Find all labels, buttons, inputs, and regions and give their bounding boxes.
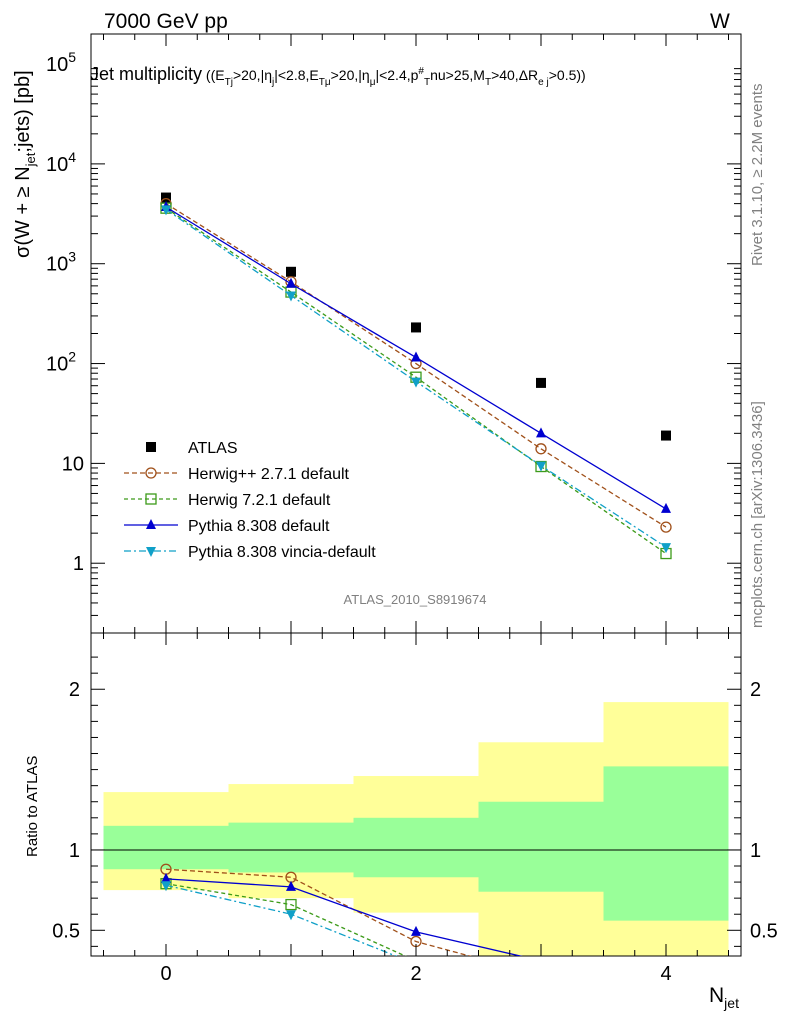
y-tick-label: 104	[46, 149, 76, 176]
data-point	[145, 493, 157, 505]
series-pythia-8-308-default	[161, 200, 671, 513]
mcplots-label: mcplots.cern.ch [arXiv:1306.3436]	[749, 401, 766, 628]
x-tick-label: 4	[660, 963, 671, 985]
data-point	[661, 502, 671, 513]
data-point	[286, 266, 296, 277]
ratio-series-pythia-8-308-default	[161, 872, 524, 956]
ratio-uncertainty-bands	[91, 702, 741, 956]
legend-label: Pythia 8.308 vincia-default	[188, 544, 376, 561]
ratio-y-tick-label: 0.5	[52, 920, 80, 942]
data-point	[145, 467, 157, 479]
data-point	[146, 547, 156, 557]
series-line	[165, 207, 667, 555]
ratio-y-tick-label-right: 2	[750, 679, 761, 701]
ratio-series-pythia-8-308-vincia-default	[161, 881, 398, 956]
legend-label: ATLAS	[188, 440, 238, 457]
series-line	[165, 203, 667, 528]
data-point	[286, 277, 296, 288]
ratio-y-tick-label: 1	[69, 840, 80, 862]
data-point	[536, 377, 546, 388]
energy-label: 7000 GeV pp	[104, 10, 228, 33]
data-point	[660, 521, 672, 533]
data-point	[286, 910, 296, 921]
x-tick-label: 0	[160, 963, 171, 985]
stat-uncertainty-band	[228, 822, 354, 873]
y-tick-label: 10	[62, 453, 84, 475]
legend-label: Herwig 7.2.1 default	[188, 492, 331, 509]
data-point	[161, 205, 171, 216]
data-point	[146, 442, 156, 452]
data-point	[411, 322, 421, 333]
ratio-line	[165, 868, 473, 956]
stat-uncertainty-band	[603, 766, 729, 921]
upper-data-series	[160, 192, 672, 560]
ratio-line	[165, 884, 398, 956]
ratio-line	[165, 883, 407, 956]
legend-entry: Herwig++ 2.7.1 default	[124, 466, 350, 483]
data-point	[535, 443, 547, 455]
lower-y-axis-label: Ratio to ATLAS	[24, 756, 41, 857]
stat-uncertainty-band	[353, 817, 479, 878]
data-point	[286, 880, 296, 891]
data-point	[411, 925, 421, 936]
rivet-version-label: Rivet 3.1.10, ≥ 2.2M events	[749, 84, 766, 267]
x-tick-label: 2	[410, 963, 421, 985]
data-point	[285, 898, 297, 911]
legend: ATLAS Herwig++ 2.7.1 default Herwig 7.2.1 …	[124, 440, 376, 561]
data-point	[411, 351, 421, 362]
data-point	[161, 192, 171, 203]
data-point	[411, 377, 421, 388]
legend-label: Herwig++ 2.7.1 default	[188, 466, 350, 483]
data-point	[536, 427, 546, 438]
process-label: W	[710, 10, 730, 33]
data-point	[161, 881, 171, 892]
legend-label: Pythia 8.308 default	[188, 518, 330, 535]
data-point	[536, 461, 546, 472]
y-tick-label: 105	[46, 49, 76, 76]
ratio-y-tick-label: 2	[69, 679, 80, 701]
series-atlas	[161, 192, 671, 441]
legend-entry: ATLAS	[146, 440, 238, 457]
data-point	[661, 543, 671, 554]
ratio-y-tick-label-right: 1	[750, 840, 761, 862]
legend-entry: Pythia 8.308 default	[124, 518, 330, 535]
ratio-data-series	[160, 863, 524, 956]
chart-title: Jet multiplicity ((ETj>20,|ηj|<2.8,ETμ>2…	[90, 64, 586, 88]
data-point	[661, 430, 671, 441]
x-axis-label: Njet	[709, 984, 739, 1011]
upper-y-axis-label: σ(W + ≥ Njet;jets) [pb]	[12, 70, 38, 258]
stat-uncertainty-band	[103, 825, 229, 870]
y-tick-label: 1	[73, 553, 84, 575]
title-main: Jet multiplicity	[90, 64, 202, 84]
y-tick-label: 103	[46, 249, 76, 276]
y-tick-label: 102	[46, 349, 76, 376]
legend-entry: Herwig 7.2.1 default	[124, 492, 331, 509]
stat-uncertainty-band	[478, 801, 604, 892]
legend-entry: Pythia 8.308 vincia-default	[124, 544, 376, 561]
data-point	[146, 519, 156, 529]
ratio-y-tick-label-right: 0.5	[750, 920, 778, 942]
data-point	[161, 872, 171, 883]
series-pythia-8-308-vincia-default	[161, 205, 671, 554]
data-point	[286, 291, 296, 302]
analysis-label: ATLAS_2010_S8919674	[344, 592, 487, 607]
axis-ticks: 0 2 4 1 10 102 103 104 105 0.5 0.5 1 1 2 2	[46, 34, 778, 985]
